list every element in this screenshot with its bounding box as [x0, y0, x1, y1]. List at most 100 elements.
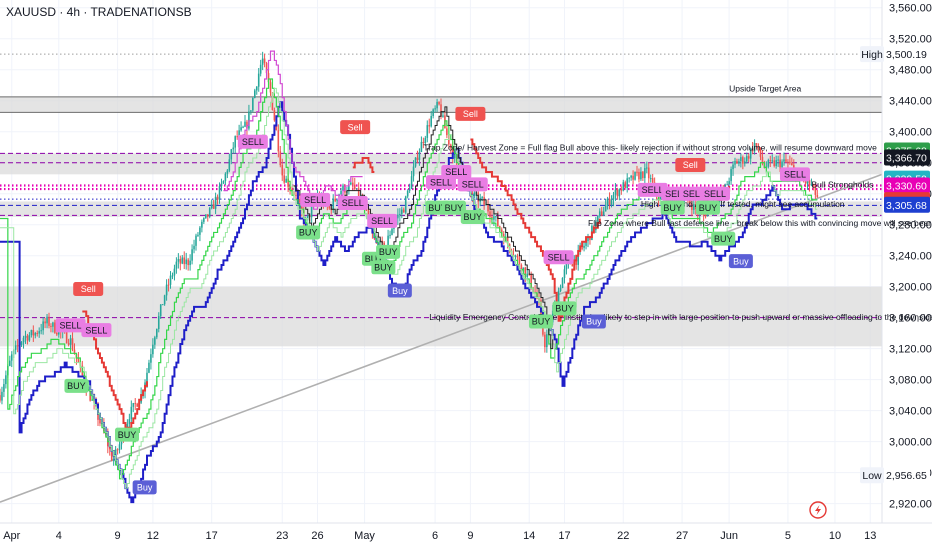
candle-body	[269, 82, 272, 93]
signal-label-red[interactable]: Sell	[340, 120, 371, 135]
candle-body	[732, 164, 734, 170]
candle-body	[500, 229, 503, 234]
signal-label-pink[interactable]: SELL	[237, 134, 268, 149]
signal-label-green[interactable]: BUY	[552, 301, 577, 316]
signal-label-red[interactable]: Sell	[675, 158, 706, 173]
time-tick-label: 26	[311, 530, 323, 542]
signal-label-green[interactable]: BUY	[441, 200, 466, 215]
signal-label-green[interactable]: BUY	[460, 209, 485, 224]
candle-body	[248, 111, 250, 129]
time-tick-label: 10	[829, 530, 841, 542]
signal-label-green[interactable]: BUY	[371, 260, 396, 275]
candle-body	[602, 211, 605, 216]
signal-label-green[interactable]: BUY	[376, 244, 401, 259]
candle-body	[642, 171, 644, 179]
signal-label-red[interactable]: Sell	[73, 282, 104, 297]
price-tag[interactable]: 3,366.70	[884, 149, 930, 166]
candle-body	[402, 209, 405, 213]
signal-label-blue[interactable]: Buy	[581, 314, 606, 329]
signal-label-pink[interactable]: SELL	[637, 182, 668, 197]
signal-label-green[interactable]: BUY	[528, 314, 553, 329]
price-tag[interactable]: High 3,500.19	[860, 46, 930, 63]
signal-label-green[interactable]: BUY	[64, 378, 89, 393]
price-tag[interactable]: 3,330.60	[884, 177, 930, 194]
signal-label-blue[interactable]: Buy	[728, 254, 753, 269]
zone-annotation: Upside Target Area	[729, 83, 801, 93]
signal-text: Sell	[683, 160, 698, 170]
candle-body	[634, 171, 636, 180]
candle-body	[252, 97, 254, 111]
signal-label-red[interactable]: Sell	[455, 106, 486, 121]
signal-text: BUY	[299, 228, 318, 238]
time-tick-label: 23	[276, 530, 288, 542]
candle-body	[69, 338, 72, 345]
signal-label-pink[interactable]: SELL	[55, 318, 86, 333]
signal-label-pink[interactable]: SELL	[700, 186, 731, 201]
signal-text: SELL	[784, 170, 806, 180]
signal-label-pink[interactable]: SELL	[543, 250, 574, 265]
price-tick-label: 3,280.00	[889, 220, 932, 232]
candle-body	[557, 290, 560, 304]
price-tag[interactable]: Low 2,956.65	[860, 467, 930, 484]
signal-text: Buy	[392, 286, 408, 296]
candle-body	[28, 335, 31, 341]
resistance-trail-line	[470, 138, 601, 322]
candle-body	[295, 194, 297, 196]
signal-label-green[interactable]: BUY	[115, 427, 140, 442]
candle-body	[442, 115, 444, 117]
price-tick-label: 3,520.00	[889, 34, 932, 46]
candle-body	[226, 170, 229, 174]
signal-label-blue[interactable]: Buy	[132, 480, 157, 495]
candle-body	[632, 175, 634, 180]
signal-text: Sell	[81, 284, 96, 294]
candle-body	[389, 234, 391, 236]
signal-label-green[interactable]: BUY	[711, 231, 736, 246]
candle-body	[357, 188, 360, 200]
candle-body	[742, 157, 744, 164]
candle-body	[10, 354, 13, 361]
candle-body	[161, 304, 164, 306]
time-axis[interactable]: Apr 4 9 12 17 23 26 May 6 9 14 17 22 27 Jun 5 10 13	[0, 522, 932, 542]
signal-label-pink[interactable]: SELL	[300, 192, 331, 207]
candle-body	[767, 160, 770, 167]
candle-body	[114, 449, 117, 460]
signal-text: BUY	[714, 234, 733, 244]
candle-body	[218, 186, 221, 200]
signal-label-pink[interactable]: SELL	[457, 177, 488, 192]
signal-label-green[interactable]: BUY	[296, 225, 321, 240]
signal-text: Buy	[137, 483, 153, 493]
signal-label-pink[interactable]: SELL	[337, 196, 368, 211]
trend-line[interactable]	[0, 173, 883, 503]
candle-body	[777, 159, 779, 161]
candle-body	[446, 128, 448, 136]
signal-label-pink[interactable]: SELL	[367, 213, 398, 228]
candle-body	[622, 182, 625, 191]
candle-body	[773, 160, 775, 167]
signal-label-green[interactable]: BUY	[695, 200, 720, 215]
candle-body	[612, 194, 615, 200]
price-tag-label: High	[861, 49, 883, 61]
candle-body	[422, 141, 425, 144]
price-tag-label: Low	[862, 470, 882, 482]
price-axis[interactable]: 3,560.00 3,520.00 3,480.00 3,440.00 3,400.00…	[860, 0, 932, 523]
zones	[0, 96, 882, 347]
price-tag[interactable]: 3,305.68	[884, 196, 930, 213]
candle-body	[804, 180, 807, 184]
signal-label-blue[interactable]: Buy	[387, 283, 412, 298]
resistance-trail-line	[82, 310, 148, 434]
candle-body	[412, 166, 415, 177]
signal-label-pink[interactable]: SELL	[81, 323, 112, 338]
lightning-icon[interactable]	[809, 501, 827, 519]
signal-label-pink[interactable]: SELL	[779, 167, 810, 182]
signal-label-pink[interactable]: SELL	[441, 165, 472, 180]
candle-body	[779, 159, 781, 168]
candle-body	[516, 255, 519, 258]
candle-body	[589, 236, 591, 241]
candle-body	[234, 136, 236, 148]
time-tick-label: 5	[785, 530, 791, 542]
candle-body	[761, 156, 764, 163]
signal-label-green[interactable]: BUY	[660, 200, 685, 215]
candle-body	[128, 419, 131, 424]
